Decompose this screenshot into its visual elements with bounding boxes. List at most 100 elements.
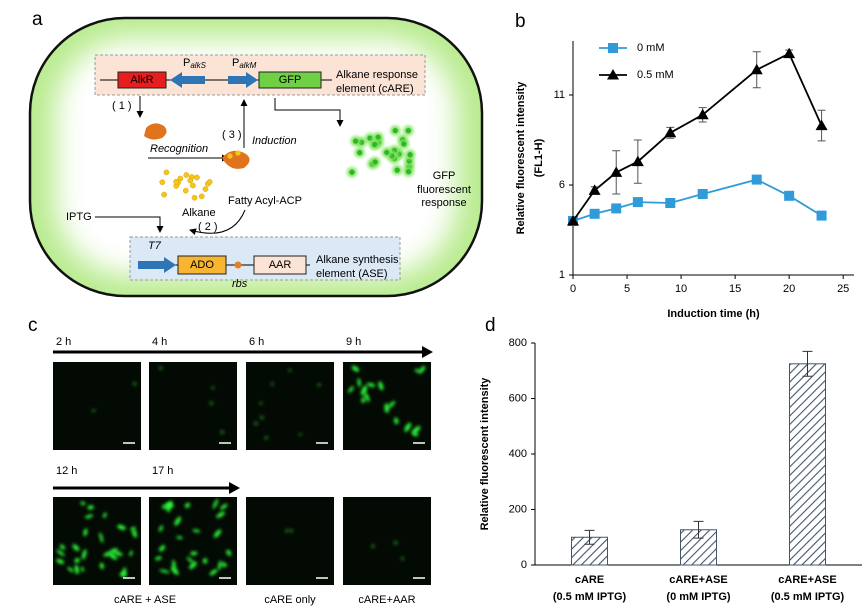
cell: [67, 566, 74, 573]
y-axis-label: (FL1-H): [533, 138, 545, 177]
arrow-head: [229, 482, 240, 494]
cell: [400, 556, 405, 561]
cell: [212, 498, 219, 509]
marker: [632, 197, 643, 208]
cell: [211, 386, 215, 390]
gfp-protein: [375, 134, 381, 140]
cell: [259, 401, 263, 405]
x-tick-label: 5: [624, 283, 630, 295]
group-label: cARE + ASE: [114, 594, 176, 606]
cell: [117, 524, 126, 530]
cell: [361, 385, 368, 396]
group-label: cARE only: [264, 594, 316, 606]
arrow: [274, 98, 344, 127]
cell: [202, 558, 208, 564]
cell: [190, 551, 198, 556]
y-tick-label: 400: [509, 448, 527, 460]
cell: [103, 551, 112, 557]
marker: [696, 108, 709, 120]
micrograph: [343, 497, 431, 585]
arrow-head: [422, 346, 433, 358]
marker: [664, 126, 677, 138]
arrow: [95, 216, 164, 233]
response-label: response: [421, 197, 466, 209]
element-label: Alkane synthesis: [316, 254, 399, 266]
rbs-site: [234, 261, 242, 269]
cell: [56, 549, 65, 557]
alkane-dot: [187, 177, 194, 184]
x-axis-label: Induction time (h): [667, 308, 760, 320]
cell: [159, 545, 166, 552]
time-label: 6 h: [249, 336, 264, 348]
alkane-dot: [183, 172, 190, 178]
cell: [298, 432, 303, 436]
cell: [167, 500, 173, 509]
marker: [697, 189, 708, 199]
protein: [144, 123, 167, 140]
cell: [74, 558, 80, 563]
cell: [102, 512, 107, 518]
cell: [130, 526, 136, 531]
marker: [750, 63, 763, 75]
cell: [174, 516, 182, 526]
molecule-label: Fatty Acyl-ACP: [228, 195, 302, 207]
gfp-protein: [372, 159, 378, 165]
gfp-protein: [406, 158, 412, 164]
cell: [158, 525, 164, 532]
cell: [81, 549, 87, 560]
error-bar: [693, 520, 704, 539]
y-tick-label: 11: [554, 89, 565, 101]
marker: [816, 210, 827, 221]
marker: [784, 190, 795, 201]
cell: [285, 528, 289, 533]
element-label: Alkane response: [336, 69, 418, 81]
rbs-label: rbs: [232, 278, 248, 290]
micrograph: [53, 497, 141, 585]
cell: [108, 552, 118, 560]
cell: [129, 550, 133, 557]
response-label: fluorescent: [417, 184, 471, 196]
alkane-dot: [182, 187, 189, 194]
aar-gene: [253, 255, 307, 275]
cell: [72, 544, 80, 552]
gfp-gene: [258, 71, 322, 89]
x-tick-label: (0.5 mM IPTG): [771, 591, 845, 603]
cell: [113, 551, 123, 556]
alkane-dot: [191, 194, 198, 201]
element-label: element (cARE): [336, 83, 414, 95]
gene-label: AlkR: [130, 74, 153, 86]
cell: [171, 566, 179, 575]
cell: [221, 562, 227, 568]
cell: [119, 572, 128, 576]
x-tick-label: 0: [570, 283, 576, 295]
molecule-label: Alkane: [182, 207, 216, 219]
cell: [132, 529, 137, 538]
error-bar: [584, 529, 595, 545]
y-tick-label: 0: [521, 559, 527, 571]
cell: [83, 528, 88, 537]
cell: [361, 397, 366, 404]
gfp-protein: [372, 141, 378, 148]
y-tick-label: 800: [509, 337, 527, 349]
alkane-dot: [235, 150, 241, 156]
micrograph: [246, 497, 334, 585]
cell: [418, 365, 426, 374]
cell: [412, 431, 419, 437]
cell: [371, 544, 375, 549]
y-tick-label: 6: [559, 179, 565, 191]
promoter-sub: alkS: [190, 61, 206, 70]
marker: [815, 119, 828, 131]
gfp-protein: [394, 167, 400, 173]
cell: [80, 501, 86, 506]
micrograph: [246, 362, 334, 450]
legend-label: 0 mM: [637, 42, 665, 54]
gfp-protein: [407, 152, 413, 158]
legend-marker: [607, 69, 619, 80]
cell: [209, 401, 214, 406]
cell: [220, 503, 228, 510]
promoter-arrow: [138, 257, 176, 273]
micrograph: [53, 362, 141, 450]
x-tick-label: 15: [729, 283, 741, 295]
